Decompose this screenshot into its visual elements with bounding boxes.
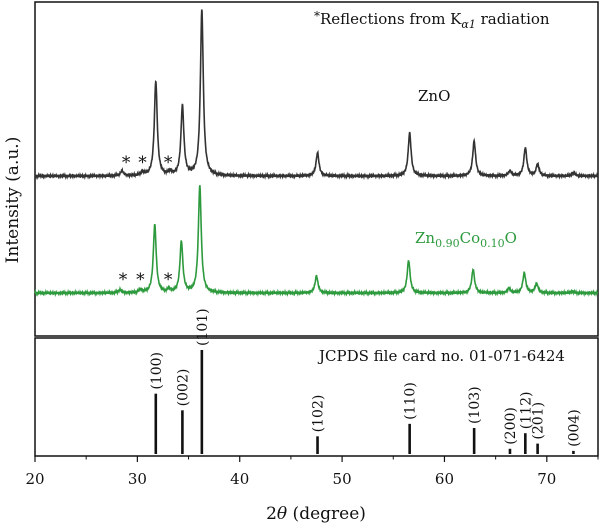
series-label-zno: ZnO [418,87,450,105]
x-tick-label: 20 [25,470,44,488]
x-tick-label: 60 [435,470,454,488]
kbeta-star-marker: * [119,270,128,290]
reference-layer: (100) (002) (101) (102) (110) (103) (200) (112)… [149,308,582,454]
y-axis-label: Intensity (a.u.) [3,137,23,264]
kbeta-star-marker: * [138,153,147,173]
znco-o: O [505,229,517,247]
x-tick-label: 40 [230,470,249,488]
znco-co: Co [460,229,481,247]
x-axis: 20 30 40 50 60 70 [25,456,599,488]
reference-label: JCPDS file card no. 01-071-6424 [317,347,565,365]
x-tick-label: 70 [537,470,556,488]
reference-hkl-label: (200) [503,407,519,445]
bottom-panel-frame [34,337,599,457]
kalpha-prefix: Reflections from K [320,10,462,28]
kbeta-star-marker: * [136,270,145,290]
reference-hkl-label: (101) [195,308,211,346]
kalpha-sub: α1 [461,18,475,31]
top-panel-frame [34,1,599,337]
kbeta-star-marker: * [164,153,173,173]
znco-zn: Zn [415,229,435,247]
x-axis-label: 2θ (degree) [266,504,366,524]
series-label-znco: Zn0.90Co0.10O [415,229,517,250]
reference-hkl-label: (102) [311,395,327,433]
x-axis-label-number: 2 [266,504,277,524]
znco-sub2: 0.10 [480,237,505,250]
reference-hkl-label: (112) [518,392,534,430]
series-line-1 [34,185,599,298]
x-tick-label: 50 [333,470,352,488]
x-tick-label: 30 [128,470,147,488]
kbeta-star-marker: * [122,153,131,173]
plot-layer: * * * * * * [34,9,599,298]
reference-hkl-label: (002) [175,369,191,407]
znco-sub1: 0.90 [435,237,460,250]
kbeta-star-marker: * [164,270,173,290]
kalpha-star: * [314,9,320,23]
series-line-0 [34,9,599,181]
reference-hkl-label: (201) [531,402,547,440]
reference-hkl-label: (004) [566,409,582,447]
x-axis-label-theta: θ [277,504,287,524]
reference-hkl-label: (110) [403,382,419,420]
x-axis-label-unit: (degree) [287,504,366,524]
reference-hkl-label: (103) [467,386,483,424]
kalpha-suffix: radiation [476,10,550,28]
kalpha-annotation: *Reflections from Kα1 radiation [314,9,550,31]
reference-hkl-label: (100) [149,352,165,390]
